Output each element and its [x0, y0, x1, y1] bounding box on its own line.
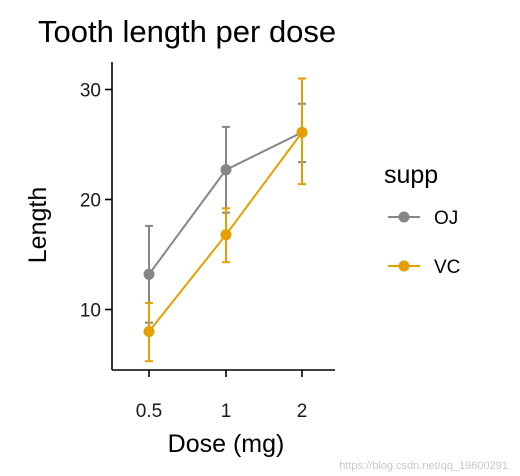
legend-key-point	[398, 211, 410, 223]
data-point	[143, 268, 155, 280]
y-tick-label: 10	[80, 301, 101, 322]
legend-key-point	[398, 260, 410, 272]
y-axis-title: Length	[24, 187, 52, 263]
legend-label: OJ	[434, 208, 458, 229]
x-tick-label: 2	[297, 401, 308, 422]
chart-title: Tooth length per dose	[38, 14, 336, 49]
legend-title: supp	[384, 161, 438, 189]
legend: supp OJ VC	[384, 161, 460, 278]
data-point	[220, 229, 232, 241]
legend-item-oj: OJ	[388, 208, 458, 229]
x-axis-title: Dose (mg)	[168, 430, 285, 458]
y-tick-label: 20	[80, 191, 101, 212]
data-point	[296, 126, 308, 138]
watermark: https://blog.csdn.net/qq_19600291	[339, 460, 508, 472]
x-tick-label: 1	[221, 401, 232, 422]
data-point	[143, 326, 155, 337]
legend-item-vc: VC	[388, 257, 460, 278]
x-tick-label: 0.5	[136, 401, 162, 422]
legend-label: VC	[434, 257, 460, 278]
y-ticks: 10 20 30	[80, 81, 112, 322]
series-vc	[143, 77, 308, 363]
legend-items: OJ VC	[388, 208, 460, 278]
x-ticks: 0.5 1 2	[136, 370, 308, 422]
y-tick-label: 30	[80, 81, 101, 102]
data-point	[220, 164, 232, 176]
series-layer	[143, 77, 308, 363]
plot-area: 10 20 30 0.5 1 2	[80, 62, 335, 422]
